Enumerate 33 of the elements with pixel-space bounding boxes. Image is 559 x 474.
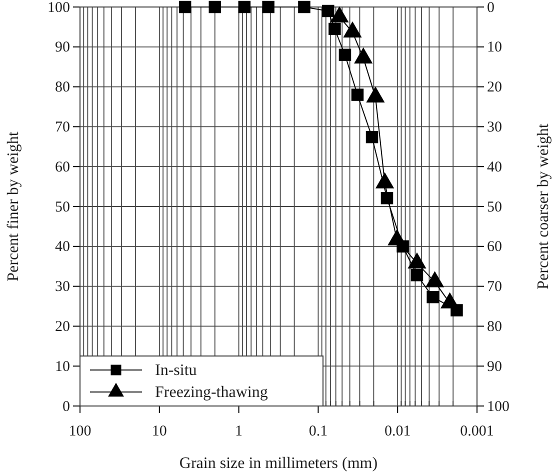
legend-label: Freezing-thawing — [155, 384, 268, 401]
y2-tick-label: 40 — [487, 159, 502, 176]
y2-tick-label: 20 — [487, 80, 502, 96]
y2-tick-label: 100 — [487, 398, 510, 415]
y-axis-title: Percent finer by weight — [5, 131, 22, 282]
legend-label: In-situ — [155, 362, 197, 379]
y-tick-label: 100 — [48, 0, 70, 16]
y-tick-label: 80 — [55, 80, 70, 96]
y2-axis-title: Percent coarser by weight — [535, 123, 552, 290]
x-axis-title: Grain size in millimeters (mm) — [179, 455, 378, 472]
y-tick-label: 20 — [55, 319, 70, 335]
x-tick-label: 1 — [235, 424, 243, 440]
y-tick-label: 60 — [55, 159, 70, 176]
y-tick-label: 90 — [55, 40, 70, 56]
y2-tick-label: 80 — [487, 319, 502, 335]
x-tick-label: 0.1 — [308, 424, 328, 440]
y-tick-label: 30 — [55, 279, 70, 296]
y2-tick-label: 0 — [487, 0, 494, 16]
x-tick-label: 100 — [68, 424, 92, 440]
x-tick-label: 0.01 — [384, 424, 411, 440]
y-tick-label: 50 — [55, 199, 70, 216]
y-tick-label: 40 — [55, 239, 70, 256]
y2-tick-label: 60 — [487, 239, 502, 256]
y2-tick-label: 10 — [487, 40, 502, 56]
y2-tick-label: 70 — [487, 279, 502, 296]
y-tick-label: 0 — [62, 398, 70, 415]
y-tick-label: 70 — [55, 120, 70, 136]
y2-tick-label: 90 — [487, 358, 502, 375]
y2-tick-label: 30 — [487, 120, 502, 136]
y2-tick-label: 50 — [487, 199, 502, 216]
x-tick-label: 0.001 — [460, 424, 494, 440]
x-tick-label: 10 — [152, 424, 167, 440]
y-tick-label: 10 — [55, 358, 70, 375]
